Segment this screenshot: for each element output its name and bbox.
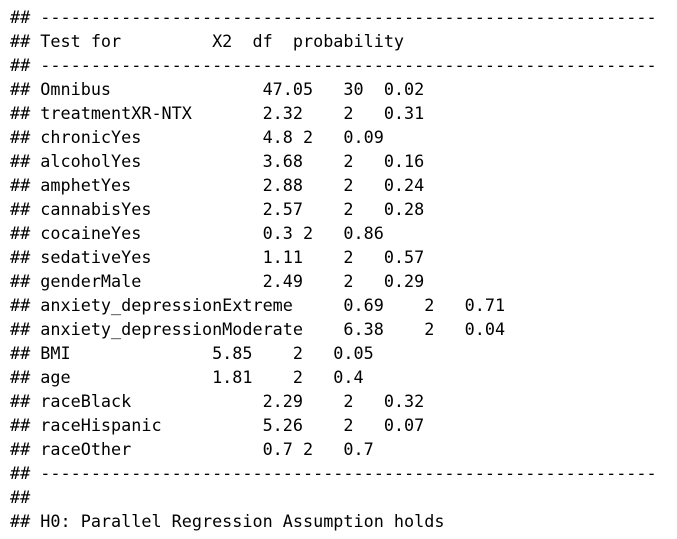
- table-row: ## cocaineYes 0.3 2 0.86: [10, 223, 384, 243]
- table-row: ## treatmentXR-NTX 2.32 2 0.31: [10, 103, 425, 123]
- table-row: ## cannabisYes 2.57 2 0.28: [10, 199, 425, 219]
- table-row: ## BMI 5.85 2 0.05: [10, 343, 374, 363]
- table-row: ## anxiety_depressionExtreme 0.69 2 0.71: [10, 295, 506, 315]
- table-row: ## anxiety_depressionModerate 6.38 2 0.0…: [10, 319, 506, 339]
- separator-line: ## -------------------------------------…: [10, 55, 657, 75]
- table-row: ## sedativeYes 1.11 2 0.57: [10, 247, 425, 267]
- table-row: ## chronicYes 4.8 2 0.09: [10, 127, 384, 147]
- separator-line: ## -------------------------------------…: [10, 7, 657, 27]
- table-row: ## raceBlack 2.29 2 0.32: [10, 391, 425, 411]
- separator-line: ## -------------------------------------…: [10, 463, 657, 483]
- table-header: ## Test for X2 df probability: [10, 31, 405, 51]
- table-row: ## Omnibus 47.05 30 0.02: [10, 79, 425, 99]
- table-row: ## amphetYes 2.88 2 0.24: [10, 175, 425, 195]
- hypothesis-note: ## H0: Parallel Regression Assumption ho…: [10, 511, 445, 531]
- table-row: ## alcoholYes 3.68 2 0.16: [10, 151, 425, 171]
- blank-comment-line: ##: [10, 487, 31, 507]
- table-row: ## age 1.81 2 0.4: [10, 367, 364, 387]
- table-row: ## raceOther 0.7 2 0.7: [10, 439, 374, 459]
- table-row: ## raceHispanic 5.26 2 0.07: [10, 415, 425, 435]
- table-row: ## genderMale 2.49 2 0.29: [10, 271, 425, 291]
